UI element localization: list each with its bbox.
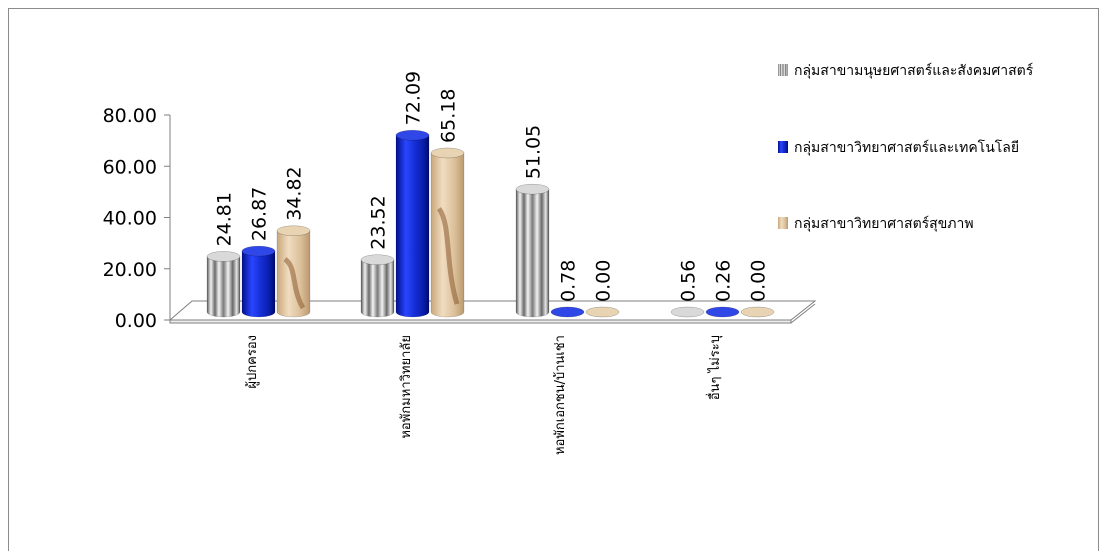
data-labels: 24.81 26.87 34.82 23.52 72.09 65.18 51.05 0.78 0…	[214, 71, 770, 302]
bar	[670, 306, 705, 318]
bar-chart: 0.00 20.00 40.00 60.00 80.00 24.81 26.87 34.82…	[103, 62, 1034, 455]
category-label: หอพักเอกชน/บ้านเช่า	[553, 335, 568, 455]
data-label: 24.81	[214, 192, 236, 246]
bars	[206, 130, 775, 318]
bar-cap	[550, 306, 585, 318]
bar	[395, 130, 430, 318]
data-label: 51.05	[523, 125, 545, 179]
axes: 0.00 20.00 40.00 60.00 80.00	[103, 105, 817, 332]
y-tick-label: 80.00	[103, 105, 157, 127]
y-tick-label: 40.00	[103, 208, 157, 230]
bar	[276, 225, 311, 318]
bar	[206, 251, 241, 318]
floor-edge	[169, 319, 792, 324]
bar-cap	[276, 225, 311, 237]
bar	[550, 306, 585, 318]
legend-swatch	[778, 141, 788, 153]
legend-item: กลุ่มสาขาวิทยาศาสตร์และเทคโนโลยี	[778, 139, 1019, 156]
bar-cap	[705, 306, 740, 318]
bar-cap	[360, 254, 395, 265]
category-labels: ผู้ปกครอง หอพักมหาวิทยาลัย หอพักเอกชน/บ้าน…	[245, 335, 723, 455]
floor-side	[790, 303, 816, 324]
data-label: 23.52	[368, 195, 390, 249]
bar-cap	[430, 147, 465, 159]
legend-label: กลุ่มสาขาวิทยาศาสตร์และเทคโนโลยี	[794, 139, 1019, 156]
data-label: 65.18	[438, 89, 460, 143]
data-label: 34.82	[284, 166, 306, 220]
bar-cap	[206, 251, 241, 262]
data-label: 0.56	[678, 260, 700, 302]
bar-cap	[670, 306, 705, 318]
legend-item: กลุ่มสาขามนุษยศาสตร์และสังคมศาสตร์	[778, 62, 1034, 79]
bar-cap	[241, 245, 276, 257]
bar-body	[395, 135, 430, 318]
bar-texture	[283, 257, 306, 310]
data-label: 0.26	[713, 260, 735, 302]
y-tick-label: 0.00	[115, 310, 157, 332]
legend-label: กลุ่มสาขามนุษยศาสตร์และสังคมศาสตร์	[794, 62, 1034, 79]
category-label: หอพักมหาวิทยาลัย	[399, 335, 414, 439]
legend-swatch	[778, 64, 788, 76]
bar-body	[241, 250, 276, 318]
bar	[360, 254, 395, 318]
bar-body	[360, 259, 395, 318]
y-tick-label: 20.00	[103, 259, 157, 281]
chart-frame: 0.00 20.00 40.00 60.00 80.00 24.81 26.87 34.82…	[8, 8, 1099, 551]
bar	[585, 306, 620, 318]
legend: กลุ่มสาขามนุษยศาสตร์และสังคมศาสตร์กลุ่มส…	[778, 62, 1034, 232]
data-label: 0.78	[558, 260, 580, 302]
bar-cap	[395, 130, 430, 141]
bar-body	[206, 256, 241, 318]
data-label: 72.09	[403, 71, 425, 125]
bar-texture	[436, 207, 460, 305]
legend-swatch	[778, 217, 788, 229]
legend-label: กลุ่มสาขาวิทยาศาสตร์สุขภาพ	[794, 215, 974, 232]
category-label: ผู้ปกครอง	[245, 335, 260, 389]
bar	[241, 245, 276, 318]
data-label: 26.87	[249, 187, 271, 241]
bar	[705, 306, 740, 318]
bar-cap	[585, 306, 620, 318]
data-label: 0.00	[593, 260, 615, 302]
category-label: อื่นๆ ไม่ระบุ	[706, 335, 723, 400]
data-label: 0.00	[748, 260, 770, 302]
bar	[430, 147, 465, 318]
y-tick-label: 60.00	[103, 156, 157, 178]
bar-body	[515, 188, 550, 318]
bar	[740, 306, 775, 318]
bar-cap	[515, 183, 550, 195]
bar-cap	[740, 306, 775, 318]
bar	[515, 183, 550, 318]
legend-item: กลุ่มสาขาวิทยาศาสตร์สุขภาพ	[778, 215, 974, 232]
